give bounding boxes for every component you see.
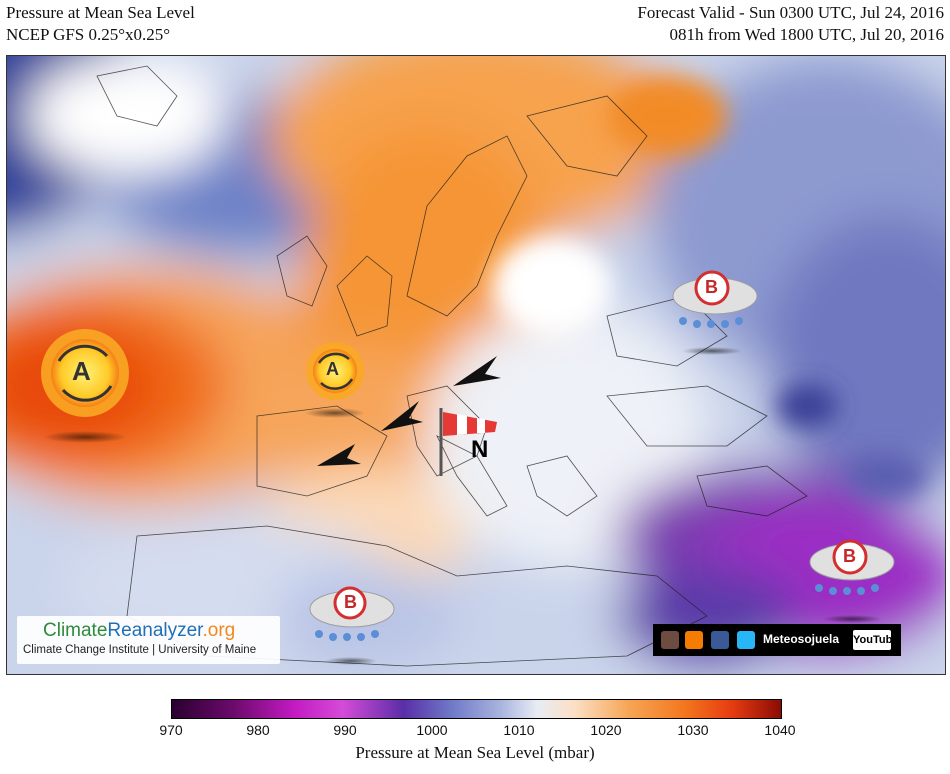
- pressure-colorbar: [171, 699, 782, 719]
- low-letter-east-med: B: [843, 546, 856, 566]
- colorbar-tick-1020: 1020: [590, 722, 622, 738]
- wind-arrows: [317, 356, 501, 466]
- forecast-run: 081h from Wed 1800 UTC, Jul 20, 2016: [669, 25, 944, 44]
- social-name: Meteosojuela: [763, 632, 840, 646]
- instagram-icon[interactable]: [661, 631, 679, 649]
- pressure-map: A A B B B N ClimateReanalyzer.org Climat…: [6, 55, 946, 675]
- pressure-field: [7, 56, 945, 674]
- colorbar-tick-970: 970: [159, 722, 183, 738]
- high-pressure-symbol-biscay: [305, 342, 365, 418]
- logo-subtitle: Climate Change Institute | University of…: [23, 644, 257, 656]
- low-letter-east-europe: B: [705, 277, 718, 297]
- social-banner: Meteosojuela YouTube: [653, 624, 901, 656]
- colorbar-tick-1030: 1030: [677, 722, 709, 738]
- wind-arrow-1: [453, 356, 501, 386]
- map-title: Pressure at Mean Sea Level: [6, 3, 195, 22]
- colorbar-tick-1010: 1010: [503, 722, 535, 738]
- high-letter-atlantic: A: [72, 356, 91, 386]
- forecast-valid: Forecast Valid - Sun 0300 UTC, Jul 24, 2…: [637, 3, 944, 22]
- title-block-left: Pressure at Mean Sea Level NCEP GFS 0.25…: [6, 2, 195, 46]
- youtube-icon[interactable]: YouTube: [853, 630, 898, 650]
- colorbar-tick-980: 980: [246, 722, 270, 738]
- model-name: NCEP GFS 0.25°x0.25°: [6, 25, 171, 44]
- pressure-detail: [492, 76, 927, 498]
- low-pressure-symbol-east-med: [809, 539, 895, 623]
- wind-arrow-3: [317, 444, 361, 466]
- high-pressure-symbol-atlantic: [41, 329, 129, 443]
- low-pressure-symbol-north-africa: [309, 586, 395, 665]
- high-letter-biscay: A: [326, 359, 339, 379]
- logo-text: ClimateReanalyzer.org: [43, 620, 236, 641]
- low-pressure-symbol-east-europe: [672, 270, 758, 355]
- blogger-icon[interactable]: [685, 631, 703, 649]
- colorbar-tick-1000: 1000: [416, 722, 448, 738]
- climate-reanalyzer-logo[interactable]: ClimateReanalyzer.org Climate Change Ins…: [17, 616, 280, 664]
- twitter-icon[interactable]: [737, 631, 755, 649]
- colorbar-tick-990: 990: [333, 722, 357, 738]
- colorbar-label: Pressure at Mean Sea Level (mbar): [355, 743, 595, 762]
- pressure-shading: [7, 56, 945, 674]
- low-letter-north-africa: B: [344, 592, 357, 612]
- windsock-symbol: [439, 408, 497, 476]
- facebook-icon[interactable]: [711, 631, 729, 649]
- colorbar-tick-1040: 1040: [764, 722, 796, 738]
- title-block-right: Forecast Valid - Sun 0300 UTC, Jul 24, 2…: [637, 2, 944, 46]
- wind-direction-letter: N: [471, 436, 489, 463]
- wind-arrow-2: [381, 401, 423, 431]
